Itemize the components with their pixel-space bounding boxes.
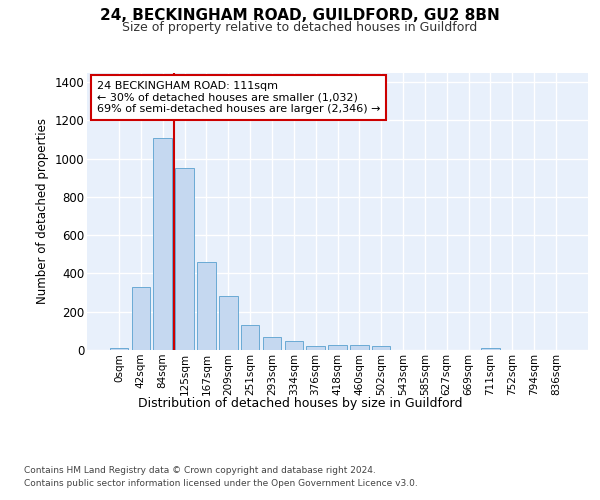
- Bar: [197, 262, 216, 350]
- Bar: [263, 336, 281, 350]
- Text: Size of property relative to detached houses in Guildford: Size of property relative to detached ho…: [122, 21, 478, 34]
- Text: Distribution of detached houses by size in Guildford: Distribution of detached houses by size …: [138, 398, 462, 410]
- Bar: [219, 296, 238, 350]
- Bar: [154, 138, 172, 350]
- Bar: [284, 342, 303, 350]
- Bar: [328, 345, 347, 350]
- Bar: [307, 346, 325, 350]
- Text: Contains public sector information licensed under the Open Government Licence v3: Contains public sector information licen…: [24, 479, 418, 488]
- Bar: [131, 287, 150, 350]
- Text: 24 BECKINGHAM ROAD: 111sqm
← 30% of detached houses are smaller (1,032)
69% of s: 24 BECKINGHAM ROAD: 111sqm ← 30% of deta…: [97, 81, 380, 114]
- Y-axis label: Number of detached properties: Number of detached properties: [36, 118, 49, 304]
- Text: 24, BECKINGHAM ROAD, GUILDFORD, GU2 8BN: 24, BECKINGHAM ROAD, GUILDFORD, GU2 8BN: [100, 8, 500, 22]
- Bar: [110, 348, 128, 350]
- Bar: [241, 325, 259, 350]
- Bar: [481, 348, 500, 350]
- Bar: [372, 346, 391, 350]
- Bar: [175, 168, 194, 350]
- Text: Contains HM Land Registry data © Crown copyright and database right 2024.: Contains HM Land Registry data © Crown c…: [24, 466, 376, 475]
- Bar: [350, 345, 368, 350]
